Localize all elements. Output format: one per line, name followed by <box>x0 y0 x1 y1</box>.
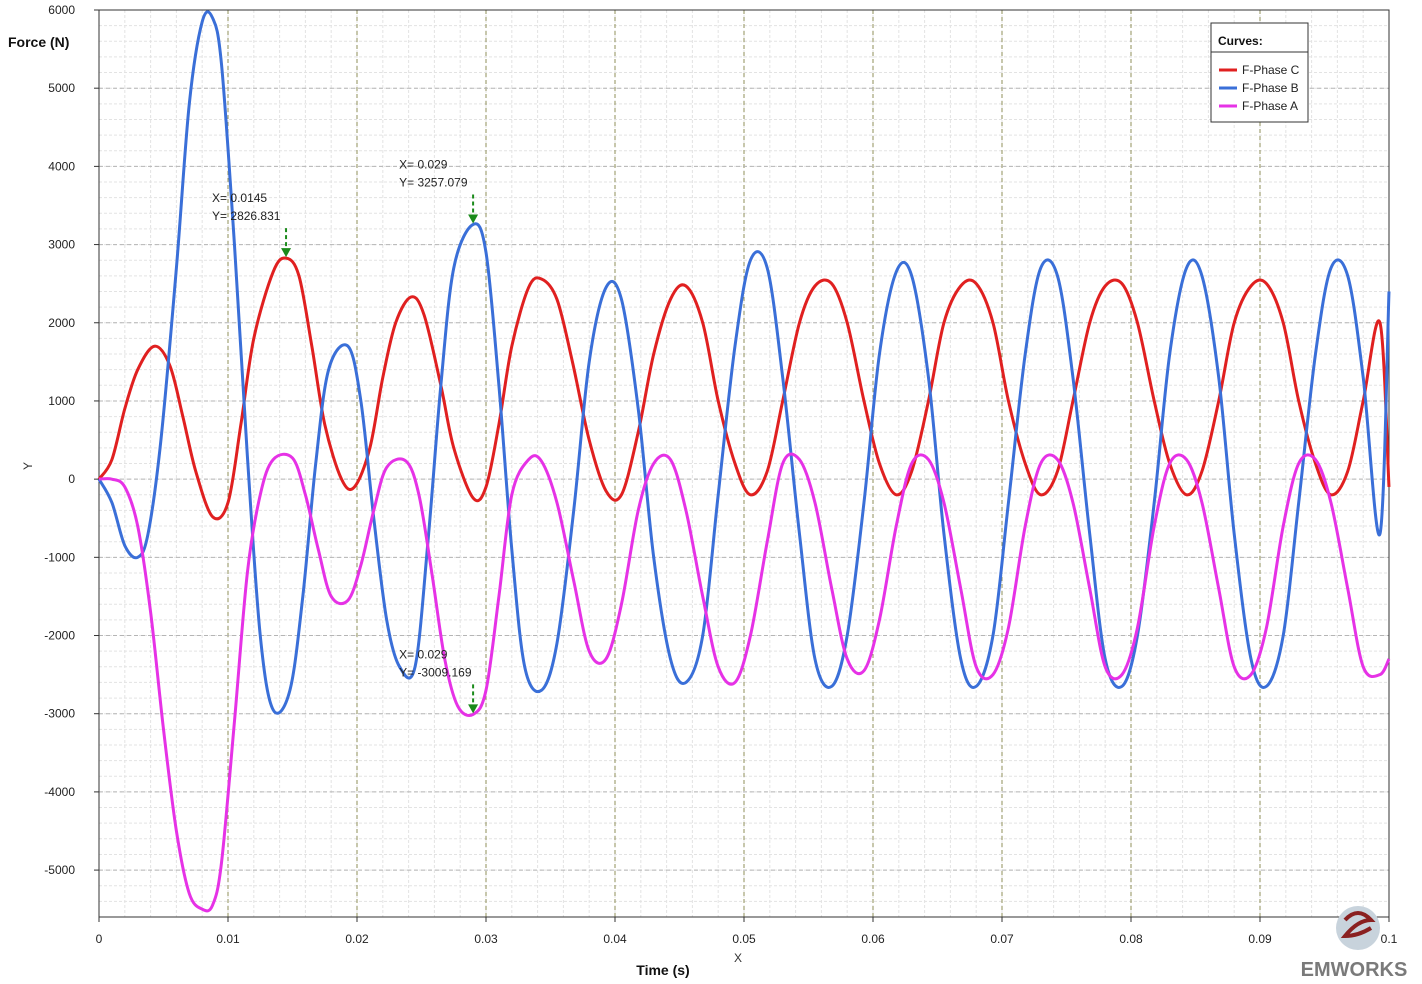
y-axis-title: Force (N) <box>8 34 69 50</box>
annotation-y-label: Y= 3257.079 <box>399 175 468 189</box>
annotation-x-label: X= 0.029 <box>399 647 448 661</box>
series-line-f-phase-b <box>97 10 1391 715</box>
legend-label-phase-c: F-Phase C <box>1242 63 1300 77</box>
legend-title: Curves: <box>1218 34 1263 48</box>
annotation-marker: X= 0.0145 Y= 2826.831 <box>212 191 292 258</box>
y-tick-label: -3000 <box>44 707 75 721</box>
annotation-y-label: Y= -3009.169 <box>399 665 472 679</box>
y-tick-label: -4000 <box>44 785 75 799</box>
x-tick-label: 0 <box>96 932 103 946</box>
y-axis-letter: Y <box>21 462 35 470</box>
y-tick-label: 2000 <box>48 316 75 330</box>
x-tick-label: 0.01 <box>216 932 240 946</box>
legend: Curves: F-Phase C F-Phase B F-Phase A <box>1210 22 1309 123</box>
y-tick-label: 1000 <box>48 394 75 408</box>
x-tick-label: 0.04 <box>603 932 627 946</box>
annotation-arrow-head-icon <box>281 248 292 258</box>
y-tick-label: -2000 <box>44 629 75 643</box>
series-layer <box>97 10 1391 913</box>
x-tick-label: 0.08 <box>1119 932 1143 946</box>
y-tick-label: 5000 <box>48 81 75 95</box>
logo-swoosh-icon <box>1340 911 1376 939</box>
y-tick-label: 4000 <box>48 159 75 173</box>
x-tick-label: 0.05 <box>732 932 756 946</box>
annotation-x-label: X= 0.029 <box>399 157 448 171</box>
series-line-f-phase-a <box>98 452 1391 913</box>
legend-box <box>1210 22 1309 123</box>
x-axis-letter: X <box>734 951 742 965</box>
watermark-text: EMWORKS <box>1301 959 1408 981</box>
x-axis-title: Time (s) <box>636 962 689 978</box>
annotation-x-label: X= 0.0145 <box>212 191 267 205</box>
annotation-marker: X= 0.029 Y= -3009.169 <box>399 647 479 714</box>
annotation-arrow-head-icon <box>468 704 479 714</box>
emworks-logo: EMWORKS <box>1301 906 1408 981</box>
y-tick-label: 6000 <box>48 3 75 17</box>
legend-label-phase-a: F-Phase A <box>1242 99 1298 113</box>
x-tick-label: 0.03 <box>474 932 498 946</box>
x-tick-label: 0.07 <box>990 932 1014 946</box>
legend-label-phase-b: F-Phase B <box>1242 81 1299 95</box>
x-tick-label: 0.09 <box>1248 932 1272 946</box>
x-tick-label: 0.06 <box>861 932 885 946</box>
x-tick-label: 0.1 <box>1381 932 1398 946</box>
annotation-y-label: Y= 2826.831 <box>212 209 281 223</box>
annotation-marker: X= 0.029 Y= 3257.079 <box>399 157 479 224</box>
y-tick-label: 0 <box>68 472 75 486</box>
y-tick-label: 3000 <box>48 238 75 252</box>
annotation-arrow-head-icon <box>468 214 479 224</box>
x-tick-label: 0.02 <box>345 932 369 946</box>
y-tick-label: -5000 <box>44 863 75 877</box>
y-tick-label: -1000 <box>44 550 75 564</box>
